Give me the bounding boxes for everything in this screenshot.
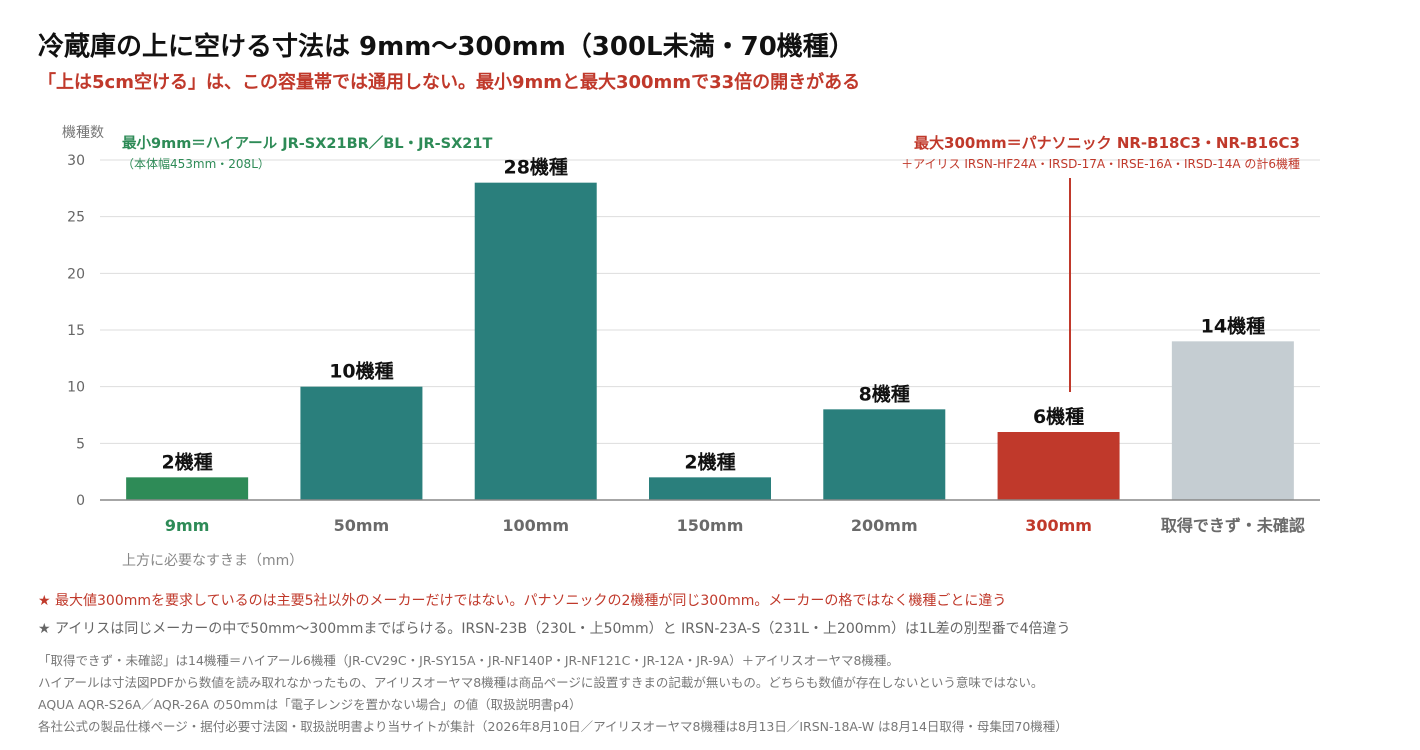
bar-value-label: 2機種 bbox=[684, 450, 735, 473]
x-axis-label: 上方に必要なすきま（mm） bbox=[122, 553, 303, 569]
bar-value-label: 6機種 bbox=[1033, 405, 1084, 428]
x-tick-label: 200mm bbox=[851, 516, 918, 535]
bar-value-label: 2機種 bbox=[162, 450, 213, 473]
bar bbox=[300, 386, 423, 500]
bar-value-labels: 2機種 10機種 28機種 2機種 8機種 6機種 14機種 bbox=[162, 156, 1266, 474]
note-gray: ★ アイリスは同じメーカーの中で50mm〜300mmまでばらける。IRSN-23… bbox=[38, 621, 1071, 637]
y-tick-label: 5 bbox=[76, 436, 85, 452]
bar bbox=[823, 409, 946, 500]
x-tick-label: 50mm bbox=[334, 516, 390, 535]
note-red: ★ 最大値300mmを要求しているのは主要5社以外のメーカーだけではない。パナソ… bbox=[38, 593, 1007, 609]
page-title: 冷蔵庫の上に空ける寸法は 9mm〜300mm（300L未満・70機種） bbox=[38, 32, 855, 62]
y-axis-ticks: 0 5 10 15 20 25 30 bbox=[67, 153, 85, 509]
y-tick-label: 10 bbox=[67, 380, 85, 396]
bar bbox=[1171, 341, 1294, 500]
x-tick-label: 150mm bbox=[677, 516, 744, 535]
y-tick-label: 20 bbox=[67, 266, 85, 282]
bar-chart: 0 5 10 15 20 25 30 機種数 2機種 10機種 28機種 2機種 8機種 6機種 14機… bbox=[62, 125, 1320, 569]
y-tick-label: 30 bbox=[67, 153, 85, 169]
x-tick-label: 100mm bbox=[502, 516, 569, 535]
min-annotation-detail: （本体幅453mm・208L） bbox=[122, 156, 270, 171]
bars bbox=[126, 182, 1294, 500]
bar-value-label: 10機種 bbox=[329, 360, 393, 383]
grid-lines bbox=[100, 159, 1320, 444]
y-tick-label: 15 bbox=[67, 323, 85, 339]
page-subtitle: 「上は5cm空ける」は、この容量帯では通用しない。最小9mmと最大300mmで3… bbox=[38, 72, 861, 93]
bar bbox=[474, 182, 597, 500]
bar-value-label: 8機種 bbox=[859, 382, 910, 405]
bar-value-label: 14機種 bbox=[1201, 314, 1265, 337]
min-annotation-title: 最小9mm＝ハイアール JR-SX21BR／BL・JR-SX21T bbox=[122, 135, 492, 152]
y-tick-label: 25 bbox=[67, 210, 85, 226]
max-annotation-detail: ＋アイリス IRSN-HF24A・IRSD-17A・IRSE-16A・IRSD-… bbox=[901, 156, 1300, 171]
x-axis-ticks: 9mm 50mm 100mm 150mm 200mm 300mm 取得できず・未確認 bbox=[165, 516, 1305, 535]
bar bbox=[649, 477, 771, 500]
x-tick-label: 300mm bbox=[1025, 516, 1092, 535]
max-annotation-title: 最大300mm＝パナソニック NR-B18C3・NR-B16C3 bbox=[914, 134, 1300, 152]
y-tick-label: 0 bbox=[76, 493, 85, 509]
bar bbox=[997, 432, 1120, 500]
x-tick-label: 9mm bbox=[165, 516, 209, 535]
bar bbox=[126, 477, 249, 500]
footnote: 各社公式の製品仕様ページ・据付必要寸法図・取扱説明書より当サイトが集計（2026… bbox=[38, 719, 1068, 734]
footnote: AQUA AQR-S26A／AQR-26A の50mmは「電子レンジを置かない場… bbox=[38, 697, 582, 712]
footnote: 「取得できず・未確認」は14機種＝ハイアール6機種（JR-CV29C・JR-SY… bbox=[38, 653, 899, 668]
footnote: ハイアールは寸法図PDFから数値を読み取れなかったもの、アイリスオーヤマ8機種は… bbox=[38, 675, 1044, 690]
x-tick-label: 取得できず・未確認 bbox=[1161, 516, 1305, 535]
bar-value-label: 28機種 bbox=[503, 156, 567, 179]
y-axis-label: 機種数 bbox=[62, 125, 104, 141]
